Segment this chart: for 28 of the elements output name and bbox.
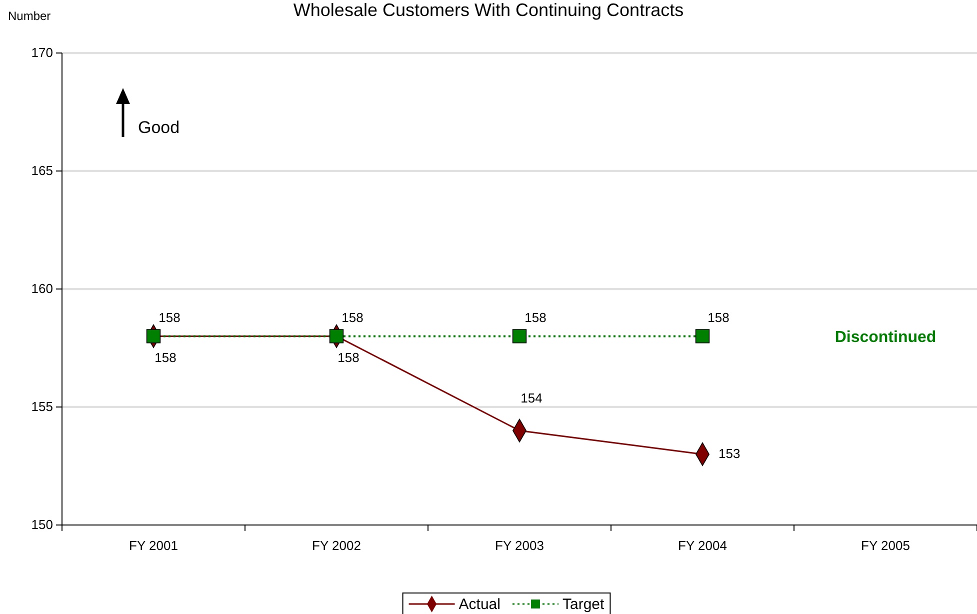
- y-tick-label: 160: [31, 281, 53, 296]
- data-label: 153: [718, 446, 740, 462]
- point: [512, 329, 527, 344]
- x-tick-label: FY 2004: [678, 538, 727, 554]
- data-label: 158: [154, 350, 176, 366]
- data-label: 158: [158, 310, 180, 326]
- y-tick-label: 165: [31, 163, 53, 178]
- y-tick-label: 150: [31, 517, 53, 532]
- x-tick-label: FY 2002: [312, 538, 361, 554]
- chart-title: Wholesale Customers With Continuing Contracts: [293, 0, 684, 20]
- data-label: 158: [342, 310, 364, 326]
- legend-label: Actual: [458, 596, 500, 613]
- annotation: Good: [138, 118, 180, 137]
- legend-label: Target: [562, 596, 606, 613]
- y-tick-label: 155: [31, 399, 53, 414]
- x-tick-label: FY 2005: [861, 538, 910, 554]
- y-tick-label: 170: [31, 45, 53, 60]
- x-tick-label: FY 2001: [129, 538, 178, 554]
- y-axis-title: Number: [8, 9, 51, 23]
- x-tick-label: FY 2003: [495, 538, 544, 554]
- point: [146, 329, 161, 344]
- point: [695, 329, 710, 344]
- annotation: Discontinued: [834, 329, 936, 346]
- data-label: 154: [520, 390, 542, 406]
- data-label: 158: [338, 350, 360, 366]
- point: [329, 329, 344, 344]
- data-label: 158: [524, 310, 546, 326]
- data-label: 158: [708, 310, 730, 326]
